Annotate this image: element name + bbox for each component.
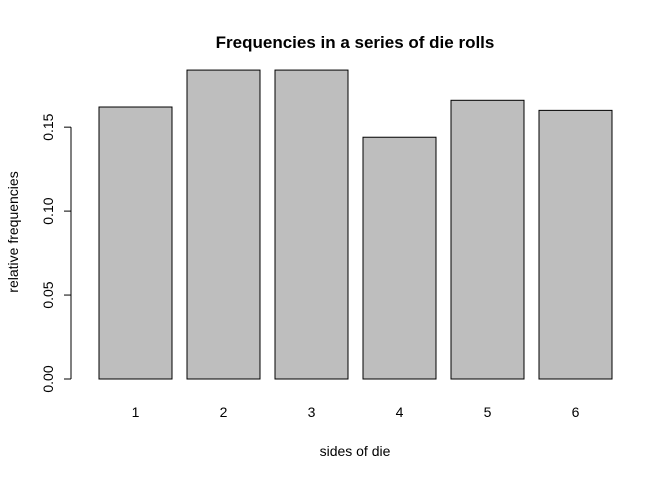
y-tick-label: 0.05	[40, 281, 56, 308]
y-axis-label: relative frequencies	[5, 171, 21, 292]
bar-4	[362, 136, 437, 380]
x-tick-label: 3	[308, 404, 316, 420]
bar-5	[450, 99, 525, 380]
y-tick-label: 0.10	[40, 197, 56, 224]
chart-title: Frequencies in a series of die rolls	[216, 33, 495, 52]
bar-3	[274, 69, 349, 380]
bar-2	[186, 69, 261, 380]
x-tick-label: 2	[220, 404, 228, 420]
x-tick-label: 5	[484, 404, 492, 420]
y-tick-label: 0.00	[40, 365, 56, 392]
bar-6	[538, 109, 613, 380]
bar-1	[98, 106, 173, 380]
x-axis-label: sides of die	[320, 443, 391, 459]
bars-group	[98, 69, 613, 380]
x-tick-labels: 1 2 3 4 5 6	[132, 404, 580, 420]
y-tick-label: 0.15	[40, 113, 56, 140]
x-tick-label: 1	[132, 404, 140, 420]
x-tick-label: 6	[572, 404, 580, 420]
x-tick-label: 4	[396, 404, 404, 420]
y-axis: 0.00 0.05 0.10 0.15	[40, 113, 72, 393]
